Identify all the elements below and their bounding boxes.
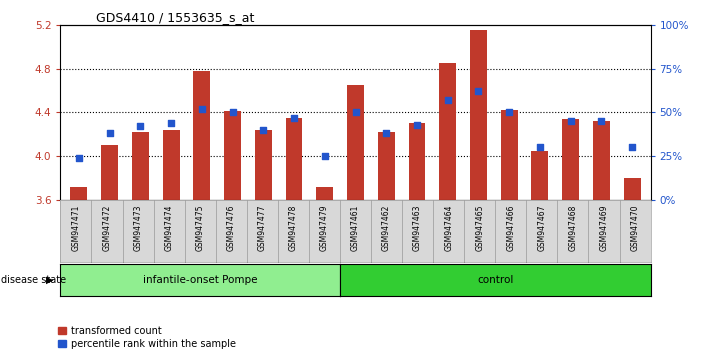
Point (289, 115, 300, 120)
Bar (439, 63, 456, 200)
Text: GSM947468: GSM947468 (568, 205, 577, 251)
Point (227, 109, 238, 115)
Point (350, 109, 361, 115)
Point (166, 120, 177, 126)
Bar (531, 151, 548, 200)
Text: disease state: disease state (1, 275, 66, 285)
Bar (347, 85, 364, 200)
Point (411, 122, 422, 127)
Bar (70, 187, 87, 200)
Point (596, 118, 607, 124)
Point (534, 144, 545, 150)
Bar (378, 132, 395, 200)
Text: GSM947465: GSM947465 (475, 205, 484, 251)
Point (626, 144, 638, 150)
Point (380, 131, 392, 136)
Text: GSM947462: GSM947462 (382, 205, 391, 251)
Text: GSM947477: GSM947477 (258, 205, 267, 251)
Bar (470, 30, 487, 200)
Text: GSM947466: GSM947466 (506, 205, 515, 251)
Point (319, 153, 331, 159)
Text: ▶: ▶ (46, 275, 53, 285)
Text: GSM947476: GSM947476 (227, 205, 236, 251)
Text: GSM947463: GSM947463 (413, 205, 422, 251)
Bar (286, 118, 302, 200)
Bar (624, 178, 641, 200)
Text: GSM947470: GSM947470 (631, 205, 639, 251)
Bar (163, 130, 180, 200)
Point (473, 88, 484, 94)
Bar (562, 119, 579, 200)
Text: GSM947472: GSM947472 (102, 205, 112, 251)
Text: GSM947469: GSM947469 (599, 205, 609, 251)
Text: GSM947467: GSM947467 (538, 205, 546, 251)
Text: GSM947475: GSM947475 (196, 205, 205, 251)
Bar (224, 111, 241, 200)
Point (104, 131, 115, 136)
Bar (101, 145, 118, 200)
Point (257, 127, 269, 133)
Legend: transformed count, percentile rank within the sample: transformed count, percentile rank withi… (58, 326, 236, 349)
Text: GSM947473: GSM947473 (134, 205, 143, 251)
Text: GSM947478: GSM947478 (289, 205, 298, 251)
Point (442, 97, 454, 103)
Point (196, 106, 208, 112)
Bar (409, 123, 425, 200)
Bar (193, 71, 210, 200)
Text: infantile-onset Pompe: infantile-onset Pompe (143, 275, 257, 285)
Text: GSM947464: GSM947464 (444, 205, 453, 251)
Bar (132, 132, 149, 200)
Text: GSM947474: GSM947474 (165, 205, 173, 251)
Text: GSM947461: GSM947461 (351, 205, 360, 251)
Text: GDS4410 / 1553635_s_at: GDS4410 / 1553635_s_at (96, 11, 255, 24)
Point (503, 109, 515, 115)
Bar (501, 110, 518, 200)
Point (73, 155, 85, 161)
Text: control: control (477, 275, 513, 285)
Bar (593, 121, 610, 200)
Point (565, 118, 577, 124)
Bar (255, 130, 272, 200)
Point (134, 124, 146, 129)
Text: GSM947479: GSM947479 (320, 205, 329, 251)
Text: GSM947471: GSM947471 (72, 205, 80, 251)
Bar (316, 187, 333, 200)
